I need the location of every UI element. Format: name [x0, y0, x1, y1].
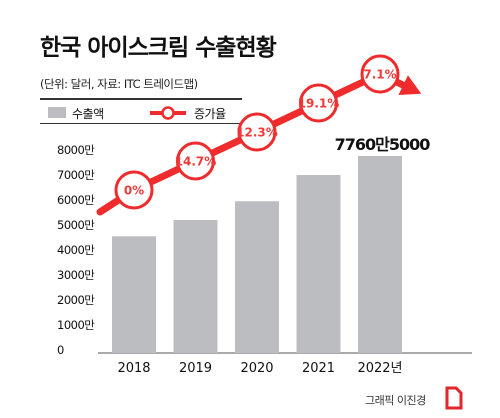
growth-label: 12.3% [236, 126, 278, 140]
export-bar [296, 175, 341, 353]
x-tick-label: 2022년 [357, 361, 402, 376]
y-tick-label: 5000만 [57, 218, 95, 232]
y-tick-label: 1000만 [57, 318, 95, 332]
legend: 수출액 증가율 [40, 98, 242, 124]
chart-subtitle: (단위: 달러, 자료: ITC 트레이드맵) [40, 77, 198, 91]
legend-bar-swatch [48, 107, 66, 118]
export-bar [235, 201, 279, 353]
x-tick-label: 2021 [302, 361, 335, 376]
growth-label: 0% [124, 184, 144, 198]
x-tick-label: 2019 [179, 361, 212, 376]
y-tick-label: 8000만 [57, 143, 95, 157]
legend-bar-label: 수출액 [72, 107, 104, 121]
bar-value-label: 7760만5000 [335, 135, 431, 154]
growth-label: 14.7% [175, 155, 217, 169]
y-tick-label: 6000만 [57, 193, 95, 207]
growth-marker [176, 141, 215, 181]
growth-marker [114, 170, 154, 210]
y-tick-label: 3000만 [57, 268, 95, 282]
export-bar [112, 236, 156, 353]
growth-marker [237, 112, 277, 152]
y-tick-label: 4000만 [57, 243, 95, 257]
y-tick-label: 0 [57, 343, 64, 357]
y-tick-label: 7000만 [57, 168, 95, 182]
x-tick-label: 2020 [240, 361, 273, 376]
growth-label: 7.1% [363, 68, 396, 82]
growth-arrow-icon [398, 75, 422, 96]
legend-line-label: 증가율 [194, 107, 226, 121]
graphic-credit: 그래픽 이진경 [365, 394, 426, 407]
y-tick-label: 2000만 [57, 293, 95, 307]
chart-title: 한국 아이스크림 수출현황 [40, 35, 277, 61]
growth-label: 19.1% [298, 97, 340, 111]
x-tick-label: 2018 [117, 361, 150, 376]
export-bar [173, 220, 218, 353]
growth-marker [360, 54, 400, 94]
publisher-logo-icon [445, 386, 463, 410]
legend-line-marker-icon [150, 106, 186, 120]
growth-marker [299, 83, 338, 123]
export-bar [358, 155, 402, 353]
